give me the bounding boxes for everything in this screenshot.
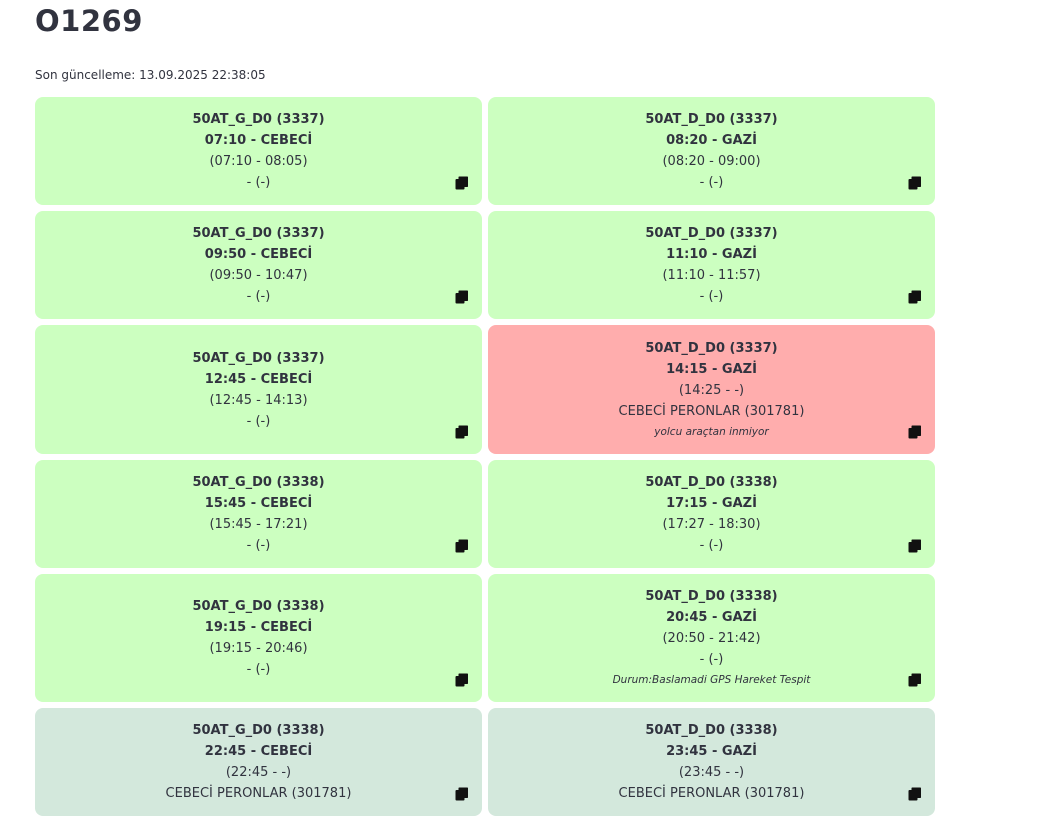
trip-stop: - (-) [246,175,271,190]
trip-card: 50AT_G_D0 (3337) 09:50 - CEBECİ (09:50 - 1… [35,211,482,319]
copy-icon[interactable] [908,673,922,687]
trip-times: (14:25 - -) [678,382,745,398]
trip-times: (08:20 - 09:00) [662,154,761,169]
trip-departure: 22:45 - CEBECİ [204,744,313,759]
trip-times: (22:45 - -) [225,765,292,780]
trip-stop: CEBECİ PERONLAR (301781) [165,786,352,801]
copy-icon[interactable] [455,290,469,304]
trip-stop: - (-) [699,289,724,304]
trip-route: 50AT_G_D0 (3337) [192,226,325,241]
trip-times: (07:10 - 08:05) [209,154,308,169]
trip-stop: - (-) [246,289,271,304]
trip-departure: 14:15 - GAZİ [666,361,757,377]
page-title: O1269 [35,4,143,38]
trip-card: 50AT_D_D0 (3337) 11:10 - GAZİ (11:10 - 11:… [488,211,935,319]
trip-route: 50AT_D_D0 (3337) [645,226,778,241]
copy-icon[interactable] [455,673,469,687]
trip-times: (15:45 - 17:21) [209,517,308,532]
trip-card: 50AT_D_D0 (3337) 14:15 - GAZİ (14:25 - -) C… [488,325,935,454]
trip-times: (12:45 - 14:13) [209,392,308,408]
copy-icon[interactable] [908,425,922,439]
trip-card: 50AT_D_D0 (3338) 17:15 - GAZİ (17:27 - 18:… [488,460,935,568]
copy-icon[interactable] [455,787,469,801]
trip-departure: 09:50 - CEBECİ [204,247,313,262]
trip-times: (19:15 - 20:46) [209,641,308,656]
trip-stop: CEBECİ PERONLAR (301781) [618,786,805,801]
trip-departure: 08:20 - GAZİ [666,133,757,148]
trip-times: (20:50 - 21:42) [662,631,761,646]
trip-route: 50AT_G_D0 (3338) [192,723,325,738]
copy-icon[interactable] [455,176,469,190]
trip-departure: 12:45 - CEBECİ [204,371,313,387]
trip-grid: 50AT_G_D0 (3337) 07:10 - CEBECİ (07:10 - 0… [35,97,935,816]
last-updated-text: Son güncelleme: 13.09.2025 22:38:05 [35,68,266,82]
trip-route: 50AT_D_D0 (3338) [645,723,778,738]
trip-route: 50AT_G_D0 (3337) [192,112,325,127]
trip-note: Durum:Baslamadi GPS Hareket Tespit [612,674,811,686]
trip-card: 50AT_G_D0 (3337) 12:45 - CEBECİ (12:45 - 1… [35,325,482,454]
trip-departure: 23:45 - GAZİ [666,744,757,759]
trip-card: 50AT_D_D0 (3338) 23:45 - GAZİ (23:45 - -) C… [488,708,935,816]
trip-card: 50AT_G_D0 (3338) 19:15 - CEBECİ (19:15 - 2… [35,574,482,702]
trip-card: 50AT_D_D0 (3337) 08:20 - GAZİ (08:20 - 09:… [488,97,935,205]
trip-stop: CEBECİ PERONLAR (301781) [618,403,805,419]
trip-route: 50AT_G_D0 (3338) [192,599,325,614]
trip-route: 50AT_G_D0 (3338) [192,475,325,490]
trip-stop: - (-) [246,413,271,429]
trip-route: 50AT_D_D0 (3338) [645,589,778,604]
trip-departure: 15:45 - CEBECİ [204,496,313,511]
trip-route: 50AT_D_D0 (3337) [645,112,778,127]
trip-route: 50AT_D_D0 (3337) [645,340,778,356]
trip-stop: - (-) [246,662,271,677]
trip-departure: 19:15 - CEBECİ [204,620,313,635]
copy-icon[interactable] [455,539,469,553]
trip-note: yolcu araçtan inmiyor [654,425,769,438]
trip-card: 50AT_D_D0 (3338) 20:45 - GAZİ (20:50 - 21:… [488,574,935,702]
trip-route: 50AT_D_D0 (3338) [645,475,778,490]
copy-icon[interactable] [908,176,922,190]
trip-card: 50AT_G_D0 (3338) 22:45 - CEBECİ (22:45 - -… [35,708,482,816]
trip-stop: - (-) [699,652,724,667]
trip-card: 50AT_G_D0 (3337) 07:10 - CEBECİ (07:10 - 0… [35,97,482,205]
trip-departure: 20:45 - GAZİ [666,610,757,625]
copy-icon[interactable] [908,539,922,553]
trip-departure: 11:10 - GAZİ [666,247,757,262]
trip-stop: - (-) [246,538,271,553]
trip-stop: - (-) [699,538,724,553]
trip-times: (09:50 - 10:47) [209,268,308,283]
trip-times: (23:45 - -) [678,765,745,780]
trip-departure: 17:15 - GAZİ [666,496,757,511]
trip-stop: - (-) [699,175,724,190]
trip-departure: 07:10 - CEBECİ [204,133,313,148]
trip-card: 50AT_G_D0 (3338) 15:45 - CEBECİ (15:45 - 1… [35,460,482,568]
trip-times: (11:10 - 11:57) [662,268,761,283]
copy-icon[interactable] [908,290,922,304]
copy-icon[interactable] [455,425,469,439]
copy-icon[interactable] [908,787,922,801]
trip-route: 50AT_G_D0 (3337) [192,350,325,366]
trip-times: (17:27 - 18:30) [662,517,761,532]
